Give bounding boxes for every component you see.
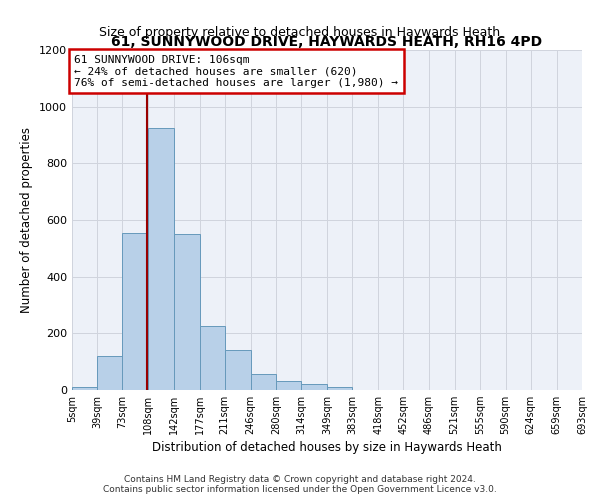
Title: 61, SUNNYWOOD DRIVE, HAYWARDS HEATH, RH16 4PD: 61, SUNNYWOOD DRIVE, HAYWARDS HEATH, RH1… <box>112 35 542 49</box>
X-axis label: Distribution of detached houses by size in Haywards Heath: Distribution of detached houses by size … <box>152 442 502 454</box>
Y-axis label: Number of detached properties: Number of detached properties <box>20 127 34 313</box>
Bar <box>301 384 327 390</box>
Bar <box>97 356 122 390</box>
Bar <box>327 387 352 390</box>
Bar <box>173 234 199 390</box>
Text: 61 SUNNYWOOD DRIVE: 106sqm
← 24% of detached houses are smaller (620)
76% of sem: 61 SUNNYWOOD DRIVE: 106sqm ← 24% of deta… <box>74 54 398 88</box>
Text: Size of property relative to detached houses in Haywards Heath: Size of property relative to detached ho… <box>100 26 500 39</box>
Bar <box>251 374 276 390</box>
Text: Contains HM Land Registry data © Crown copyright and database right 2024.
Contai: Contains HM Land Registry data © Crown c… <box>103 474 497 494</box>
Bar <box>148 128 173 390</box>
Bar <box>199 326 225 390</box>
Bar <box>122 233 148 390</box>
Bar <box>225 350 251 390</box>
Bar <box>276 381 301 390</box>
Bar <box>72 387 97 390</box>
